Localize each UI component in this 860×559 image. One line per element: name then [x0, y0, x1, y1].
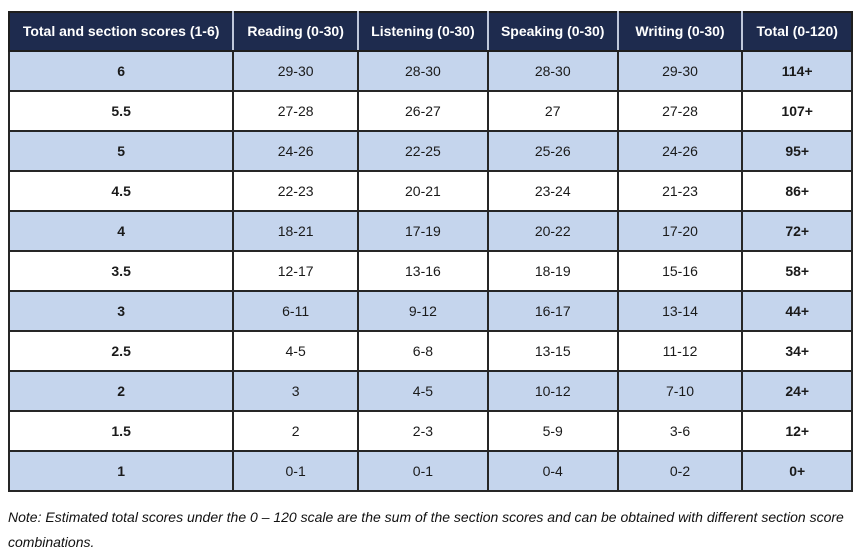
cell-writing: 7-10	[616, 370, 744, 413]
cell-writing: 0-2	[616, 450, 744, 493]
cell-reading: 18-21	[232, 210, 359, 253]
table-row: 2.5 4-5 6-8 13-15 11-12 34+	[7, 330, 853, 373]
cell-writing: 11-12	[616, 330, 744, 373]
table-row: 4.5 22-23 20-21 23-24 21-23 86+	[7, 170, 853, 213]
cell-score: 3	[7, 290, 235, 333]
cell-listening: 0-1	[357, 450, 489, 493]
cell-total: 86+	[741, 170, 853, 213]
cell-total: 12+	[741, 410, 853, 453]
cell-total: 44+	[741, 290, 853, 333]
header-total-section-scores: Total and section scores (1-6)	[9, 12, 235, 53]
cell-speaking: 5-9	[486, 410, 619, 453]
footnote: Note: Estimated total scores under the 0…	[8, 505, 858, 555]
cell-listening: 4-5	[357, 370, 489, 413]
header-speaking: Speaking (0-30)	[487, 12, 619, 53]
footnote-line-2: combinations.	[8, 534, 95, 550]
cell-total: 0+	[741, 450, 853, 493]
cell-reading: 6-11	[232, 290, 359, 333]
cell-reading: 24-26	[232, 130, 359, 173]
cell-writing: 27-28	[616, 90, 744, 133]
table-row: 4 18-21 17-19 20-22 17-20 72+	[7, 210, 853, 253]
cell-total: 58+	[741, 250, 853, 293]
cell-total: 95+	[741, 130, 853, 173]
footnote-line-1: Note: Estimated total scores under the 0…	[8, 509, 844, 525]
cell-reading: 29-30	[232, 50, 359, 93]
cell-writing: 17-20	[616, 210, 744, 253]
header-total: Total (0-120)	[742, 12, 852, 53]
cell-reading: 4-5	[232, 330, 359, 373]
cell-listening: 6-8	[357, 330, 489, 373]
cell-reading: 2	[232, 410, 359, 453]
cell-speaking: 10-12	[486, 370, 619, 413]
cell-listening: 22-25	[357, 130, 489, 173]
cell-listening: 26-27	[357, 90, 489, 133]
header-reading: Reading (0-30)	[233, 12, 359, 53]
cell-speaking: 20-22	[486, 210, 619, 253]
table-row: 6 29-30 28-30 28-30 29-30 114+	[7, 50, 853, 93]
cell-writing: 15-16	[616, 250, 744, 293]
cell-listening: 9-12	[357, 290, 489, 333]
table-row: 2 3 4-5 10-12 7-10 24+	[7, 370, 853, 413]
cell-reading: 3	[232, 370, 359, 413]
cell-score: 6	[7, 50, 235, 93]
table-row: 1.5 2 2-3 5-9 3-6 12+	[7, 410, 853, 453]
cell-writing: 24-26	[616, 130, 744, 173]
cell-total: 72+	[741, 210, 853, 253]
cell-speaking: 0-4	[486, 450, 619, 493]
cell-score: 1	[7, 450, 235, 493]
header-listening: Listening (0-30)	[358, 12, 489, 53]
cell-total: 24+	[741, 370, 853, 413]
header-writing: Writing (0-30)	[617, 12, 744, 53]
cell-speaking: 23-24	[486, 170, 619, 213]
cell-reading: 22-23	[232, 170, 359, 213]
cell-listening: 28-30	[357, 50, 489, 93]
cell-speaking: 18-19	[486, 250, 619, 293]
cell-speaking: 13-15	[486, 330, 619, 373]
cell-total: 114+	[741, 50, 853, 93]
cell-score: 5	[7, 130, 235, 173]
cell-reading: 0-1	[232, 450, 359, 493]
cell-speaking: 27	[486, 90, 619, 133]
cell-total: 34+	[741, 330, 853, 373]
cell-listening: 17-19	[357, 210, 489, 253]
cell-listening: 13-16	[357, 250, 489, 293]
cell-score: 3.5	[7, 250, 235, 293]
table-row: 1 0-1 0-1 0-4 0-2 0+	[7, 450, 853, 493]
cell-speaking: 16-17	[486, 290, 619, 333]
cell-writing: 29-30	[616, 50, 744, 93]
cell-writing: 21-23	[616, 170, 744, 213]
cell-listening: 2-3	[357, 410, 489, 453]
cell-speaking: 28-30	[486, 50, 619, 93]
cell-score: 2	[7, 370, 235, 413]
cell-writing: 3-6	[616, 410, 744, 453]
cell-total: 107+	[741, 90, 853, 133]
cell-reading: 12-17	[232, 250, 359, 293]
table-header: Total and section scores (1-6) Reading (…	[9, 12, 852, 53]
table-row: 3 6-11 9-12 16-17 13-14 44+	[7, 290, 853, 333]
header-row: Total and section scores (1-6) Reading (…	[9, 12, 852, 53]
cell-score: 1.5	[7, 410, 235, 453]
cell-reading: 27-28	[232, 90, 359, 133]
score-conversion-table: Total and section scores (1-6) Reading (…	[7, 11, 853, 493]
cell-writing: 13-14	[616, 290, 744, 333]
cell-score: 4	[7, 210, 235, 253]
cell-speaking: 25-26	[486, 130, 619, 173]
table-body: 6 29-30 28-30 28-30 29-30 114+ 5.5 27-28…	[7, 50, 853, 493]
cell-score: 5.5	[7, 90, 235, 133]
table-row: 3.5 12-17 13-16 18-19 15-16 58+	[7, 250, 853, 293]
cell-score: 2.5	[7, 330, 235, 373]
table-row: 5 24-26 22-25 25-26 24-26 95+	[7, 130, 853, 173]
cell-score: 4.5	[7, 170, 235, 213]
cell-listening: 20-21	[357, 170, 489, 213]
table-row: 5.5 27-28 26-27 27 27-28 107+	[7, 90, 853, 133]
